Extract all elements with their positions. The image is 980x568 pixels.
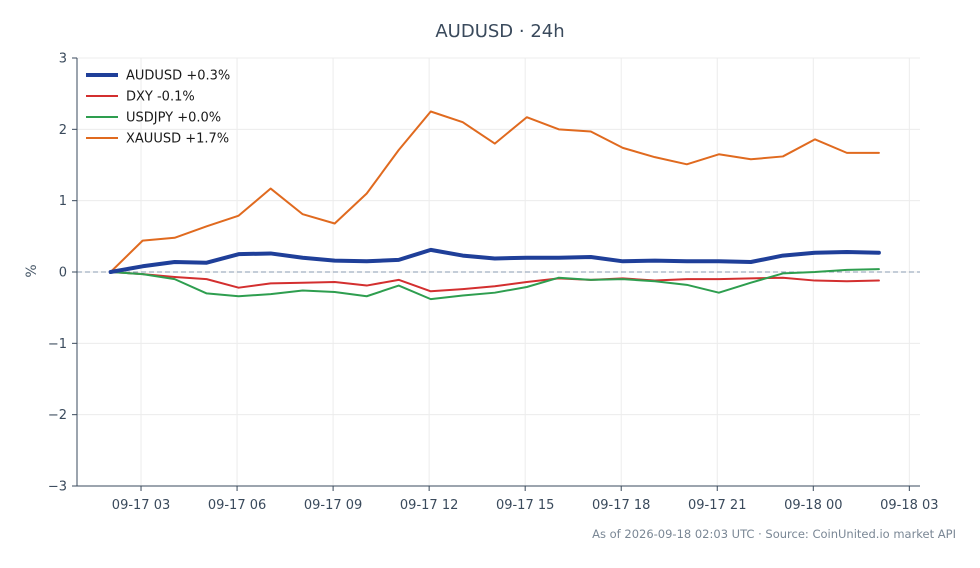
legend: AUDUSD +0.3% DXY -0.1% USDJPY +0.0% XAUUSD … (86, 69, 230, 147)
x-tick-label: 09-17 06 (208, 498, 266, 513)
legend-label: XAUUSD +1.7% (126, 132, 229, 147)
series-line-0 (108, 247, 881, 274)
y-tick-label: 0 (59, 266, 67, 281)
y-axis-ticks: −3 −2 −1 0 1 2 3 (48, 52, 77, 495)
x-tick-label: 09-18 03 (880, 498, 938, 513)
x-tick-label: 09-17 15 (496, 498, 554, 513)
legend-label: AUDUSD +0.3% (126, 69, 230, 84)
x-tick-label: 09-17 12 (400, 498, 458, 513)
y-axis-label: % (24, 264, 40, 277)
series-lines (108, 110, 881, 301)
series-line-3 (109, 110, 880, 273)
y-tick-label: 2 (59, 123, 67, 138)
x-tick-label: 09-18 00 (784, 498, 842, 513)
y-tick-label: −3 (48, 480, 67, 495)
footer-source-text: As of 2026-09-18 02:03 UTC · Source: Coi… (592, 527, 956, 541)
series-line-1 (109, 271, 880, 293)
x-tick-label: 09-17 03 (112, 498, 170, 513)
y-tick-label: −1 (48, 337, 67, 352)
x-tick-label: 09-17 18 (592, 498, 650, 513)
y-tick-label: 3 (59, 52, 67, 67)
legend-label: USDJPY +0.0% (126, 111, 221, 126)
legend-label: DXY -0.1% (126, 90, 195, 105)
chart-title: AUDUSD · 24h (435, 21, 564, 42)
y-tick-label: −2 (48, 408, 67, 423)
y-tick-label: 1 (59, 194, 67, 209)
x-axis-ticks: 09-17 03 09-17 06 09-17 09 09-17 12 09-17 15… (112, 486, 939, 513)
x-tick-label: 09-17 09 (304, 498, 362, 513)
x-tick-label: 09-17 21 (688, 498, 746, 513)
series-line-2 (109, 268, 880, 301)
